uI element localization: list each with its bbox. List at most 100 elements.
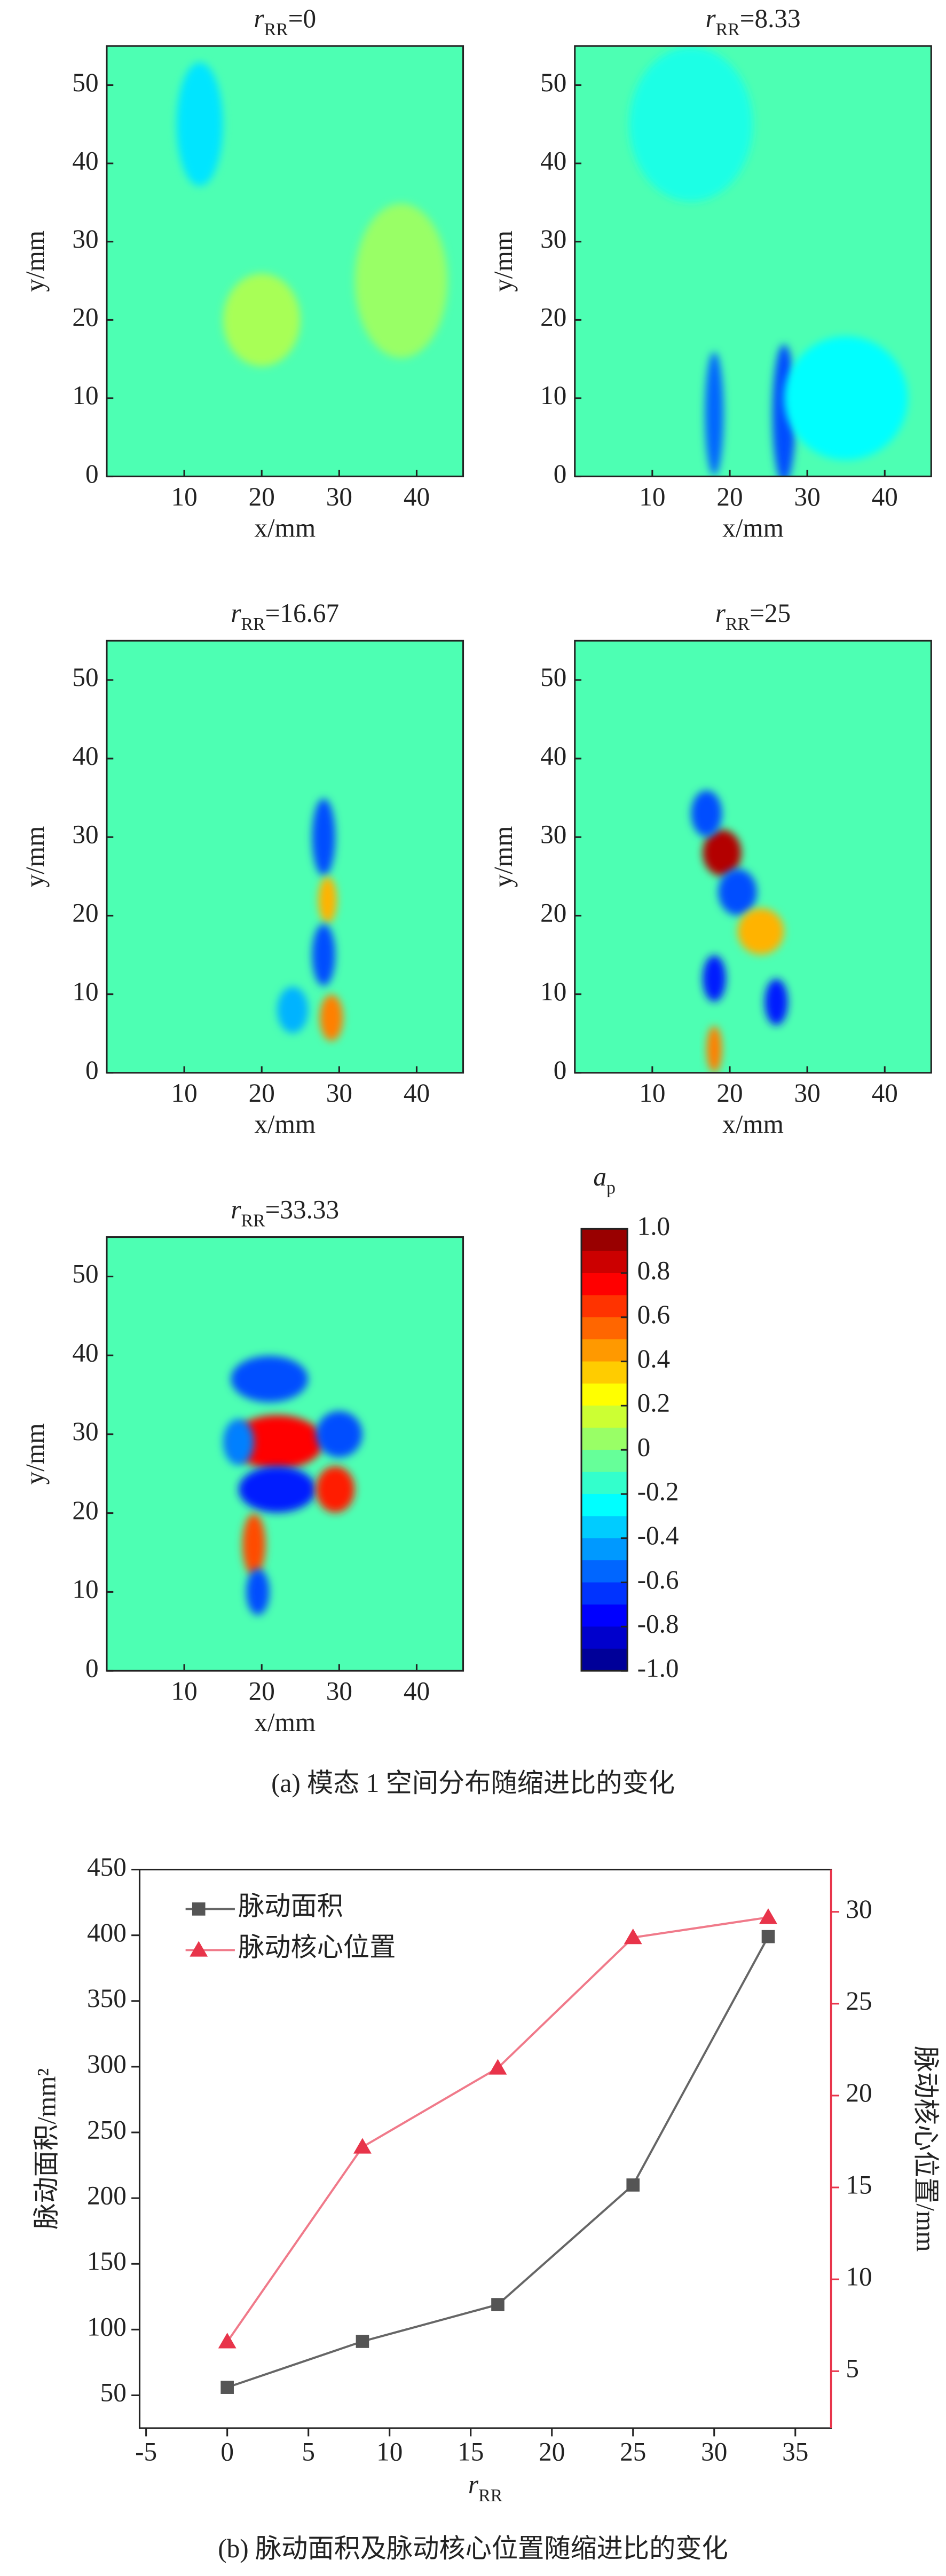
field-feature	[242, 1513, 266, 1576]
y2-tick-label: 10	[846, 2262, 872, 2291]
x-axis-label: x/mm	[722, 1110, 784, 1139]
text-part: RR	[716, 20, 740, 39]
marker	[218, 2333, 237, 2349]
panel-title: rRR=8.33	[705, 4, 800, 39]
x-tick-label: 40	[872, 482, 898, 511]
x-tick-label: 20	[249, 1078, 275, 1108]
marker	[220, 2381, 234, 2394]
marker	[624, 1928, 642, 1945]
y-tick-label: 10	[540, 977, 566, 1006]
y-tick-label: 50	[100, 2378, 127, 2407]
text-part: p	[606, 1178, 616, 1198]
y-axis-label: y/mm	[488, 826, 518, 888]
y-tick-label: 100	[87, 2312, 127, 2342]
field-feature	[231, 1415, 324, 1469]
x-tick-label: 10	[171, 482, 197, 511]
y2-tick-label: 30	[846, 1894, 872, 1924]
x-tick-label: 20	[716, 1078, 743, 1108]
x-tick-label: 40	[404, 1677, 430, 1706]
y-tick-label: 300	[87, 2049, 127, 2079]
x-tick-label: 10	[376, 2437, 403, 2467]
x-tick-label: 20	[249, 482, 275, 511]
colorbar-band	[581, 1538, 628, 1561]
heatmap-field	[574, 46, 932, 477]
text-part: r	[231, 598, 241, 628]
y-tick-label: 0	[85, 459, 99, 488]
field-feature	[764, 978, 788, 1025]
y-tick-label: 40	[540, 741, 566, 770]
panel-title: rRR=0	[254, 4, 316, 39]
colorbar-band	[581, 1582, 628, 1605]
field-background	[574, 641, 932, 1073]
text-part: r	[705, 4, 716, 33]
y-tick-label: 40	[72, 1338, 98, 1367]
field-feature	[223, 273, 301, 367]
x-tick-label: 20	[716, 482, 743, 511]
y-tick-label: 50	[72, 662, 98, 692]
caption-b: (b) 脉动面积及脉动核心位置随缩进比的变化	[218, 2534, 728, 2563]
x-axis-label: x/mm	[254, 513, 316, 542]
y-tick-label: 10	[72, 381, 98, 410]
x-tick-label: 35	[782, 2437, 808, 2467]
field-feature	[737, 908, 784, 955]
y-tick-label: 0	[85, 1055, 99, 1085]
field-feature	[223, 1419, 254, 1466]
marker	[356, 2335, 369, 2348]
plot-frame	[106, 639, 464, 1074]
y-tick-label: 30	[540, 820, 566, 849]
field-feature	[312, 798, 336, 876]
y-tick-label: 20	[72, 303, 98, 332]
x-tick-label: 40	[404, 1078, 430, 1108]
marker	[353, 2138, 372, 2154]
colorbar-band	[581, 1229, 628, 1252]
y-axis-label: 脉动面积/mm²	[32, 2068, 61, 2230]
colorbar-band	[581, 1383, 628, 1406]
y-tick-label: 40	[72, 146, 98, 175]
text-part: r	[468, 2470, 479, 2499]
colorbar-band	[581, 1427, 628, 1451]
panel-title: rRR=16.67	[231, 598, 339, 634]
y-axis-label: y/mm	[20, 231, 50, 292]
colorbar-band	[581, 1405, 628, 1428]
y-tick-label: 10	[72, 1575, 98, 1604]
colorbar-band	[581, 1295, 628, 1318]
x-tick-label: 30	[794, 482, 821, 511]
y-tick-label: 450	[87, 1852, 127, 1882]
field-feature	[354, 203, 448, 358]
colorbar-tick-label: -0.8	[637, 1609, 679, 1639]
colorbar-tick-label: 0.8	[637, 1255, 671, 1285]
x-tick-label: 0	[220, 2437, 234, 2467]
x-tick-label: 15	[458, 2437, 484, 2467]
y-tick-label: 250	[87, 2115, 127, 2144]
heatmap-field	[106, 641, 463, 1073]
field-feature	[231, 1356, 309, 1402]
plot-frame	[106, 1236, 464, 1672]
y-tick-label: 30	[72, 820, 98, 849]
field-feature	[703, 829, 742, 876]
colorbar-band	[581, 1560, 628, 1583]
field-feature	[784, 336, 908, 460]
field-feature	[703, 955, 726, 1002]
series-line	[227, 1936, 769, 2389]
colorbar-band	[581, 1648, 628, 1672]
x-tick-label: 10	[639, 482, 665, 511]
colorbar-tick-label: 0.4	[637, 1344, 671, 1373]
x-axis-label: rRR	[468, 2470, 503, 2506]
y2-tick-label: 20	[846, 2078, 872, 2107]
colorbar-tick-label: 0	[637, 1432, 651, 1461]
field-feature	[312, 924, 336, 986]
marker	[761, 1930, 775, 1943]
colorbar-band	[581, 1361, 628, 1384]
panel-title: rRR=33.33	[231, 1195, 339, 1231]
colorbar-band	[581, 1494, 628, 1517]
y2-tick-label: 25	[846, 1986, 872, 2016]
y-tick-label: 50	[72, 68, 98, 97]
x-tick-label: 20	[249, 1677, 275, 1706]
y-tick-label: 20	[540, 303, 566, 332]
y-tick-label: 50	[540, 662, 566, 692]
heatmap-field	[574, 641, 932, 1073]
field-feature	[705, 352, 724, 476]
y-axis-label: y/mm	[20, 1423, 50, 1484]
heatmap-field	[106, 1237, 463, 1671]
